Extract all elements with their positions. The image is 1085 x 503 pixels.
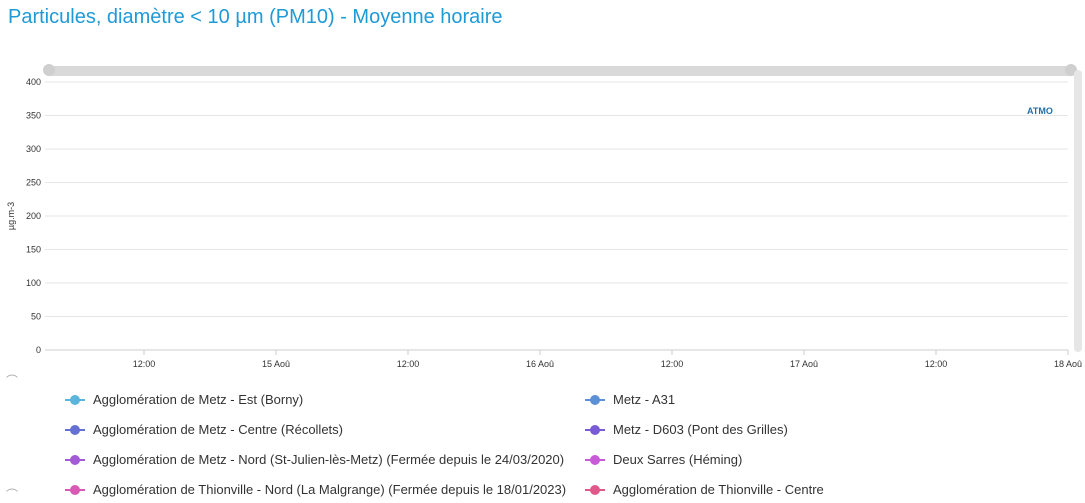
legend-item[interactable]: Agglomération de Thionville - Centre <box>585 482 824 497</box>
legend-label: Metz - D603 (Pont des Grilles) <box>613 422 788 437</box>
y-tick-label: 0 <box>36 345 41 355</box>
legend-marker-icon <box>65 394 85 406</box>
y-tick-label: 350 <box>26 111 41 121</box>
legend-marker-icon <box>585 484 605 496</box>
pm10-chart: 0 50 100 150 200 250 300 350 400 µg.m-3 12:00 15 Ao… <box>6 77 1082 369</box>
y-tick-label: 150 <box>26 245 41 255</box>
y-tick-label: 400 <box>26 77 41 87</box>
page-title: Particules, diamètre < 10 µm (PM10) - Mo… <box>8 6 503 28</box>
legend-marker-icon <box>585 394 605 406</box>
x-tick-label: 12:00 <box>925 359 948 369</box>
y-tick-label: 250 <box>26 178 41 188</box>
x-tick-label: 12:00 <box>133 359 156 369</box>
legend-label: Deux Sarres (Héming) <box>613 452 743 467</box>
legend-item[interactable]: Agglomération de Metz - Nord (St-Julien-… <box>65 452 564 467</box>
y-tick-label: 100 <box>26 278 41 288</box>
legend-item[interactable]: Agglomération de Metz - Centre (Récollet… <box>65 422 343 437</box>
navigator-icon[interactable]: ⌒ <box>6 374 19 388</box>
y-tick-label: 200 <box>26 211 41 221</box>
x-tick-label: 15 Aoû <box>262 359 290 369</box>
legend-marker-icon <box>65 484 85 496</box>
legend-label: Agglomération de Thionville - Centre <box>613 482 824 497</box>
legend-marker-icon <box>65 454 85 466</box>
logo-text: ATMO <box>1027 106 1053 116</box>
y-tick-label: 300 <box>26 144 41 154</box>
legend-item[interactable]: Metz - A31 <box>585 392 675 407</box>
range-handle-left[interactable] <box>43 64 55 76</box>
legend-label: Metz - A31 <box>613 392 676 407</box>
legend-marker-icon <box>65 424 85 436</box>
legend-label: Agglomération de Metz - Centre (Récollet… <box>93 422 343 437</box>
atmo-logo: ATMO <box>1027 100 1061 130</box>
y-tick-label: 50 <box>31 312 41 322</box>
x-tick-label: 18 Aoû <box>1054 359 1082 369</box>
legend-item[interactable]: Deux Sarres (Héming) <box>585 452 742 467</box>
vertical-scrollbar[interactable] <box>1074 70 1082 352</box>
legend-marker-icon <box>585 424 605 436</box>
x-tick-label: 12:00 <box>661 359 684 369</box>
legend-item[interactable]: Metz - D603 (Pont des Grilles) <box>585 422 788 437</box>
x-tick-label: 12:00 <box>397 359 420 369</box>
legend-marker-icon <box>585 454 605 466</box>
x-tick-label: 17 Aoû <box>790 359 818 369</box>
legend-label: Agglomération de Metz - Est (Borny) <box>93 392 304 407</box>
legend-label: Agglomération de Metz - Nord (St-Julien-… <box>93 452 565 467</box>
y-axis-label: µg.m-3 <box>6 202 16 230</box>
legend-label: Agglomération de Thionville - Nord (La M… <box>93 482 567 497</box>
x-tick-label: 16 Aoû <box>526 359 554 369</box>
legend-item[interactable]: Agglomération de Metz - Est (Borny) <box>65 392 303 407</box>
navigator-icon-bottom[interactable]: ⌒ <box>6 488 19 502</box>
legend-item[interactable]: Agglomération de Thionville - Nord (La M… <box>65 482 566 497</box>
